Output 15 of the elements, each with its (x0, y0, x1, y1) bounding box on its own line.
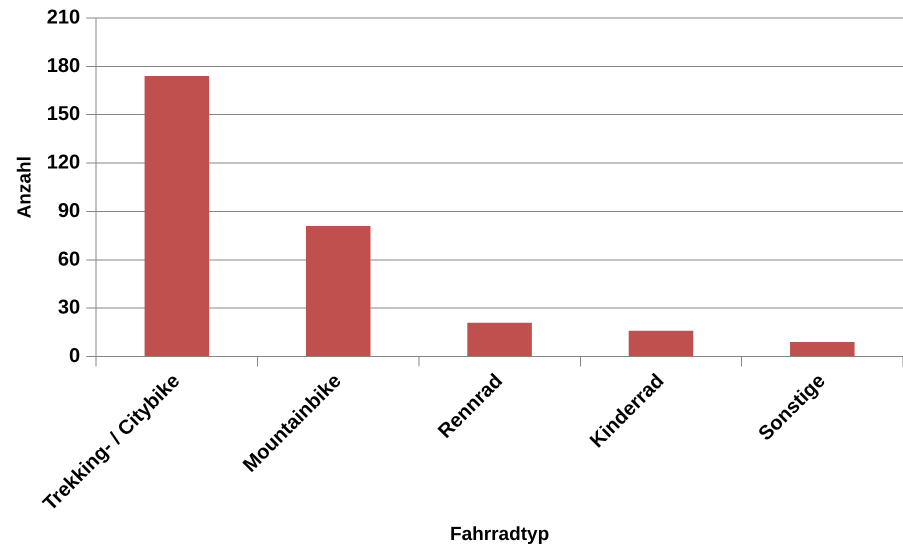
bar (790, 342, 855, 356)
y-tick-label: 150 (46, 103, 80, 126)
bar (467, 322, 532, 356)
y-tick-label: 210 (46, 6, 80, 29)
bar (144, 76, 210, 356)
y-axis-title: Anzahl (14, 156, 36, 218)
y-tick-label: 180 (46, 54, 80, 77)
x-axis-title: Fahrradtyp (450, 524, 550, 545)
y-tick-label: 0 (69, 345, 80, 368)
y-tick-label: 90 (58, 200, 80, 222)
y-tick-label: 30 (58, 296, 80, 319)
bar (306, 226, 370, 356)
y-tick-label: 60 (58, 248, 80, 270)
y-tick-label: 120 (46, 152, 80, 174)
bar (628, 330, 694, 356)
